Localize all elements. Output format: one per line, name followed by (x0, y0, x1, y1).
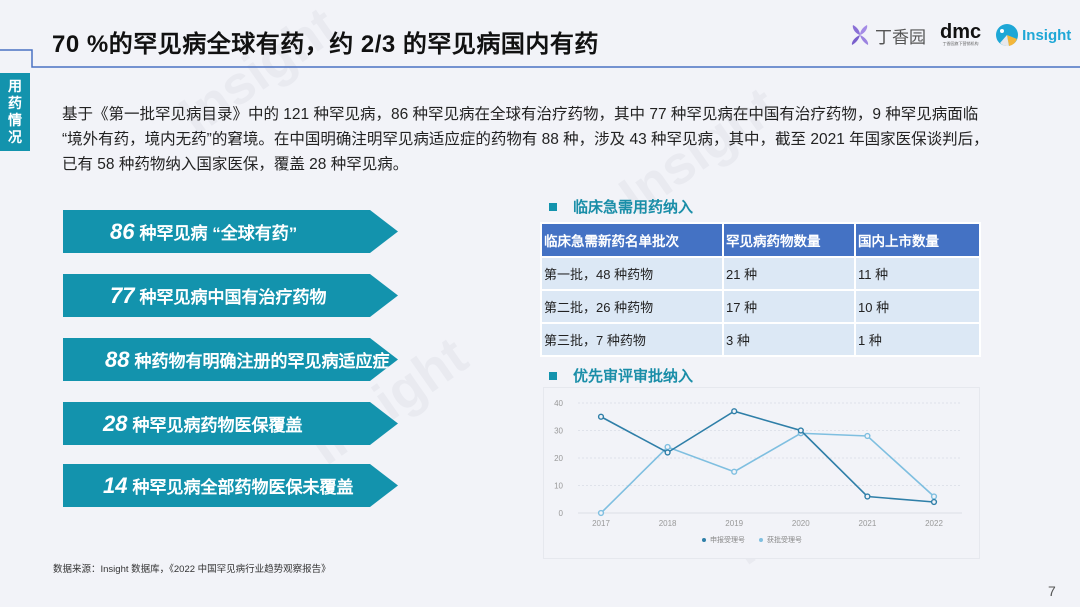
data-point-marker (597, 509, 605, 517)
clinical-urgent-drug-table: 临床急需新药名单批次 罕见病药物数量 国内上市数量 第一批，48 种药物 21 … (540, 222, 981, 357)
table-cell: 第一批，48 种药物 (540, 256, 724, 291)
table-cell: 11 种 (854, 256, 981, 291)
page-number: 7 (1048, 583, 1056, 599)
intro-paragraph: 基于《第一批罕见病目录》中的 121 种罕见病，86 种罕见病在全球有治疗药物，… (62, 106, 989, 173)
x-tick-label: 2020 (792, 519, 810, 528)
stat-arrow: 86 种罕见病 “全球有药” (63, 210, 398, 253)
dmc-logo: dmc 丁香园旗下营销机构 (940, 21, 982, 46)
page-title: 70 %的罕见病全球有药，约 2/3 的罕见病国内有药 (52, 31, 599, 58)
y-tick-label: 30 (554, 427, 563, 436)
data-point-marker (797, 427, 804, 434)
data-point-marker (864, 432, 871, 440)
y-tick-label: 10 (554, 482, 563, 491)
stat-arrow: 14 种罕见病全部药物医保未覆盖 (63, 464, 398, 507)
table-cell: 10 种 (854, 289, 981, 324)
data-point-marker (664, 449, 671, 456)
column-header: 罕见病药物数量 (722, 222, 856, 258)
series-line (600, 410, 935, 503)
section-heading-priority-review: 优先审评审批纳入 (549, 365, 693, 386)
stat-arrow: 77 种罕见病中国有治疗药物 (63, 274, 398, 317)
stat-arrow: 88 种药物有明确注册的罕见病适应症 (63, 338, 398, 381)
table-cell: 第二批，26 种药物 (540, 289, 724, 324)
column-header: 国内上市数量 (854, 222, 981, 258)
x-tick-label: 2017 (592, 519, 610, 528)
table-cell: 1 种 (854, 322, 981, 357)
data-point-marker (731, 468, 738, 475)
insight-icon (996, 24, 1019, 47)
section-heading-clinical-urgent: 临床急需用药纳入 (549, 196, 693, 217)
title-underline (0, 49, 1080, 68)
data-point-marker (930, 498, 938, 506)
chart-legend: 申报受理号 获批受理号 (702, 535, 802, 545)
legend-item: 申报受理号 (702, 535, 745, 545)
stat-arrow: 28 种罕见病药物医保覆盖 (63, 402, 398, 445)
table-header-row: 临床急需新药名单批次 罕见病药物数量 国内上市数量 (540, 222, 981, 258)
table-row: 第二批，26 种药物 17 种 10 种 (540, 289, 981, 324)
x-tick-label: 2022 (925, 519, 943, 528)
section-tab-medication-status: 用 药 情 况 (0, 73, 30, 151)
clove-flower-icon (851, 25, 869, 45)
table-row: 第三批，7 种药物 3 种 1 种 (540, 322, 981, 357)
series-line (600, 432, 935, 514)
data-point-marker (664, 443, 671, 451)
x-tick-label: 2019 (725, 519, 743, 528)
table-cell: 17 种 (722, 289, 856, 324)
legend-dot-icon (702, 538, 706, 542)
data-point-marker (864, 493, 871, 500)
column-header: 临床急需新药名单批次 (540, 222, 724, 258)
data-point-marker (731, 408, 738, 415)
table-cell: 21 种 (722, 256, 856, 291)
data-point-marker (597, 413, 605, 420)
logo-bar: 丁香园 dmc 丁香园旗下营销机构 Insight (848, 18, 1071, 52)
data-point-marker (930, 493, 938, 500)
bullet-square-icon (549, 371, 557, 380)
table-row: 第一批，48 种药物 21 种 11 种 (540, 256, 981, 291)
table-cell: 3 种 (722, 322, 856, 357)
data-source-note: 数据来源：Insight 数据库，《2022 中国罕见病行业趋势观察报告》 (53, 564, 331, 575)
x-tick-label: 2018 (659, 519, 677, 528)
legend-item: 获批受理号 (759, 535, 802, 545)
y-tick-label: 20 (554, 454, 563, 463)
y-tick-label: 0 (559, 509, 564, 518)
y-tick-label: 40 (554, 399, 563, 408)
legend-dot-icon (759, 538, 763, 542)
insight-logo: Insight (995, 23, 1071, 47)
bullet-square-icon (549, 202, 557, 211)
x-tick-label: 2021 (859, 519, 877, 528)
table-cell: 第三批，7 种药物 (540, 322, 724, 357)
dxy-logo: 丁香园 (848, 23, 926, 48)
